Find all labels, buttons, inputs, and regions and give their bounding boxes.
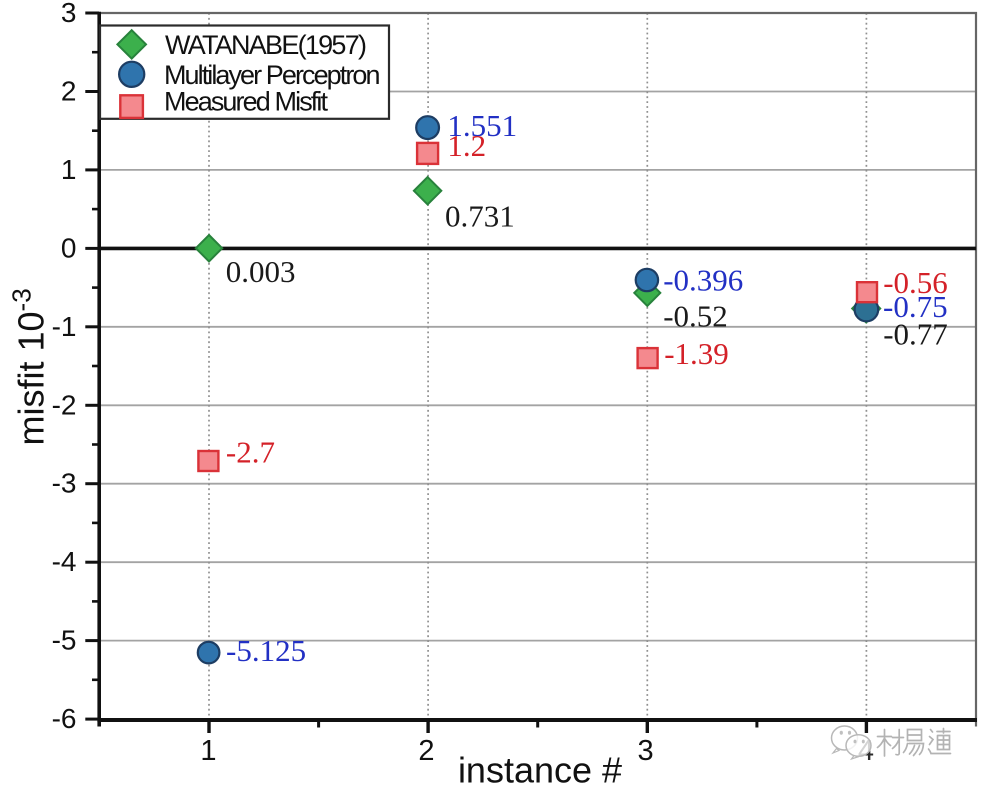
svg-text:Multilayer Perceptron: Multilayer Perceptron (164, 60, 381, 90)
svg-text:-2.7: -2.7 (226, 435, 275, 470)
svg-text:WATANABE(1957): WATANABE(1957) (165, 30, 367, 60)
svg-text:misfit 10-3: misfit 10-3 (7, 288, 52, 445)
svg-text:1: 1 (200, 735, 216, 767)
svg-text:-0.77: -0.77 (883, 317, 948, 352)
svg-text:-6: -6 (52, 703, 77, 734)
svg-text:-5.125: -5.125 (226, 633, 306, 668)
svg-text:0: 0 (61, 232, 77, 263)
svg-text:-1: -1 (52, 311, 77, 342)
svg-text:1.551: 1.551 (447, 108, 517, 143)
svg-text:2: 2 (61, 76, 77, 107)
svg-text:-0.56: -0.56 (883, 265, 948, 300)
svg-text:1: 1 (61, 154, 77, 185)
svg-text:instance #: instance # (458, 750, 622, 786)
svg-text:-1.39: -1.39 (664, 336, 729, 371)
svg-text:3: 3 (61, 0, 77, 28)
svg-text:-0.52: -0.52 (663, 298, 728, 333)
svg-text:Measured Misfit: Measured Misfit (164, 87, 328, 117)
svg-text:3: 3 (638, 735, 654, 767)
svg-text:2: 2 (418, 735, 434, 767)
svg-text:0.003: 0.003 (226, 254, 296, 289)
svg-text:-0.75: -0.75 (883, 289, 948, 324)
svg-text:-0.396: -0.396 (663, 263, 743, 298)
svg-text:-3: -3 (52, 468, 77, 499)
svg-text:-5: -5 (52, 625, 77, 656)
svg-text:0.731: 0.731 (445, 198, 515, 233)
svg-text:-2: -2 (52, 389, 77, 420)
svg-text:1.2: 1.2 (447, 128, 486, 163)
svg-text:-4: -4 (52, 546, 77, 577)
